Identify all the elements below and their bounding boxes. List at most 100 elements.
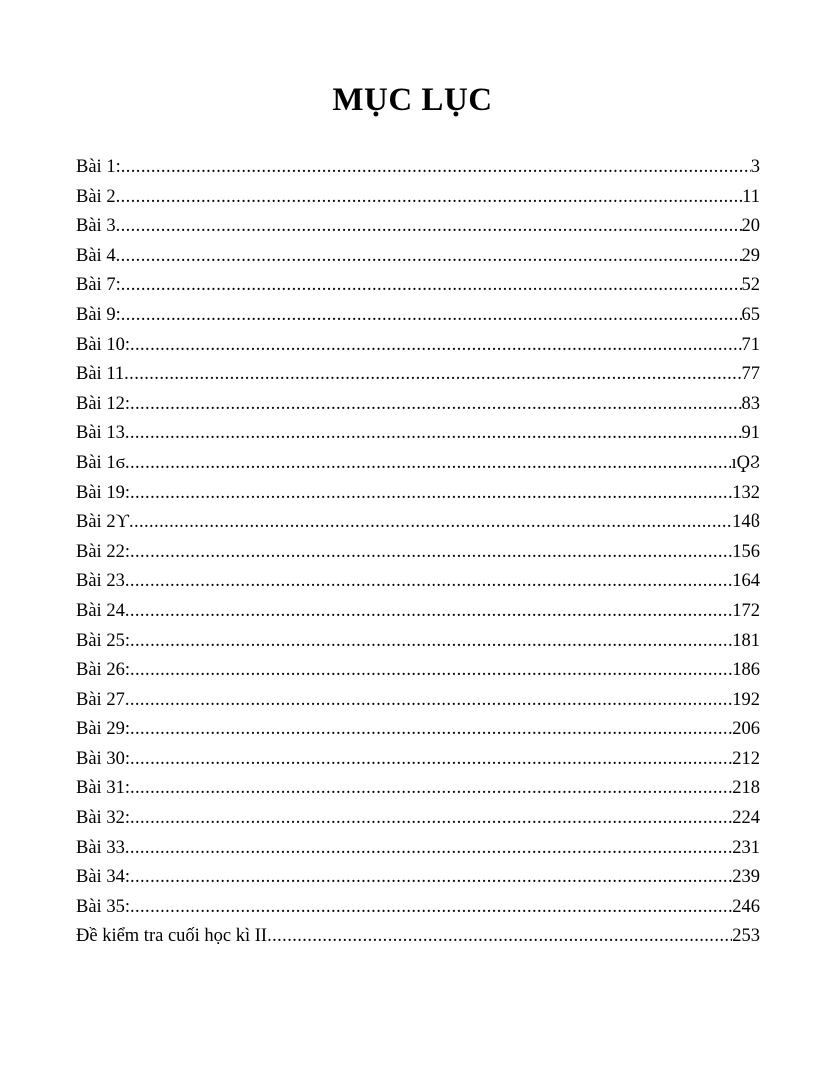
toc-entry-label: Bài 7:: [76, 275, 121, 296]
toc-entry[interactable]: Bài 22: 156: [76, 538, 760, 568]
toc-entry[interactable]: Đề kiểm tra cuối học kì II 253: [76, 922, 760, 952]
toc-entry-label: Bài 10:: [76, 334, 130, 355]
toc-entry-page: 83: [741, 393, 761, 414]
dot-leader: [125, 686, 732, 716]
dot-leader: [130, 893, 732, 923]
toc-entry-label: Bài 30:: [76, 748, 130, 769]
toc-entry-page: 186: [732, 660, 760, 681]
toc-entry-page: 231: [732, 837, 760, 858]
toc-entry-label: Bài 32:: [76, 808, 130, 829]
toc-entry[interactable]: Bài 27 192: [76, 686, 760, 716]
toc-entry[interactable]: Bài 2 11: [76, 183, 760, 213]
toc-entry-label: Bài 27: [76, 689, 125, 710]
toc-entry-label: Bài 4: [76, 245, 116, 266]
dot-leader: [116, 242, 742, 272]
toc-entry[interactable]: Bài 13 91: [76, 419, 760, 449]
toc-entry-page: ıϘϨ: [731, 452, 760, 473]
toc-entry-page: 11: [742, 186, 760, 207]
toc-entry[interactable]: Bài 30: 212: [76, 745, 760, 775]
toc-entry-page: 253: [732, 926, 760, 947]
toc-entry-page: 65: [741, 304, 761, 325]
toc-entry[interactable]: Bài 33 231: [76, 834, 760, 864]
toc-entry[interactable]: Bài 10: 71: [76, 331, 760, 361]
toc-entry-label: Bài 12:: [76, 393, 130, 414]
toc-entry-label: Bài 13: [76, 423, 125, 444]
dot-leader: [125, 834, 732, 864]
toc-entry[interactable]: Bài 7: 52: [76, 271, 760, 301]
toc-entry-label: Bài 23: [76, 571, 125, 592]
toc-entry-label: Bài 35:: [76, 896, 130, 917]
toc-entry-label: Bài 33: [76, 837, 125, 858]
toc-entry[interactable]: Bài 29: 206: [76, 715, 760, 745]
dot-leader: [121, 301, 742, 331]
dot-leader: [125, 449, 731, 479]
toc-entry[interactable]: Bài 11 77: [76, 360, 760, 390]
toc-entry[interactable]: Bài 9: 65: [76, 301, 760, 331]
toc-entry-label: Bài 1ϭ: [76, 452, 125, 473]
toc-entry-page: 212: [732, 748, 760, 769]
toc-entry-label: Bài 29:: [76, 719, 130, 740]
toc-entry-page: 181: [732, 630, 760, 651]
dot-leader: [130, 745, 732, 775]
dot-leader: [116, 212, 742, 242]
toc-entry[interactable]: Bài 25: 181: [76, 627, 760, 657]
dot-leader: [130, 538, 732, 568]
toc-entry-label: Bài 34:: [76, 867, 130, 888]
toc-entry-label: Bài 22:: [76, 541, 130, 562]
dot-leader: [130, 863, 732, 893]
toc-entry-page: 239: [732, 867, 760, 888]
toc-entry[interactable]: Bài 23 164: [76, 567, 760, 597]
toc-entry-page: 172: [732, 600, 760, 621]
page-title: MỤC LỤC: [332, 82, 493, 118]
dot-leader: [130, 390, 742, 420]
dot-leader: [130, 774, 732, 804]
toc-entry[interactable]: Bài 24 172: [76, 597, 760, 627]
dot-leader: [124, 360, 741, 390]
toc-entry-page: 192: [732, 689, 760, 710]
dot-leader: [130, 715, 732, 745]
toc-entry-page: 77: [741, 364, 761, 385]
toc-entry[interactable]: Bài 1: 3: [76, 153, 760, 183]
toc-entry[interactable]: Bài 2ϒ 14ϐ: [76, 508, 760, 538]
toc-entry-label: Bài 26:: [76, 660, 130, 681]
toc-entry-page: 206: [732, 719, 760, 740]
toc-entry[interactable]: Bài 19: 132: [76, 479, 760, 509]
toc-entry-label: Bài 25:: [76, 630, 130, 651]
dot-leader: [121, 153, 751, 183]
toc-entry-label: Bài 1:: [76, 157, 121, 177]
toc-entry-label: Bài 2ϒ: [76, 512, 129, 533]
toc-entry[interactable]: Bài 4 29: [76, 242, 760, 272]
toc-entry-page: 71: [741, 334, 761, 355]
dot-leader: [267, 922, 732, 952]
toc-entry[interactable]: Bài 31: 218: [76, 774, 760, 804]
dot-leader: [125, 597, 732, 627]
toc-entry[interactable]: Bài 3 20: [76, 212, 760, 242]
toc-entry-page: 246: [732, 896, 760, 917]
toc-entry-page: 91: [741, 423, 761, 444]
dot-leader: [130, 656, 732, 686]
toc-entry-label: Bài 31:: [76, 778, 130, 799]
toc-entry-page: 224: [732, 808, 760, 829]
toc-entry-page: 14ϐ: [732, 512, 760, 533]
dot-leader: [125, 567, 732, 597]
dot-leader: [121, 271, 742, 301]
toc-entry[interactable]: Bài 34: 239: [76, 863, 760, 893]
toc-entry-label: Bài 2: [76, 186, 116, 207]
toc-entry-label: Bài 11: [76, 364, 125, 385]
toc-entry-page: 20: [741, 216, 761, 237]
toc-entry[interactable]: Bài 35: 246: [76, 893, 760, 923]
toc-entry-label: Bài 19:: [76, 482, 130, 503]
toc-entry-page: 29: [741, 245, 761, 266]
toc-entry-label: Bài 24: [76, 600, 125, 621]
toc-entry[interactable]: Bài 1ϭ ıϘϨ: [76, 449, 760, 479]
toc-entry[interactable]: Bài 12: 83: [76, 390, 760, 420]
toc-entry-page: 164: [732, 571, 760, 592]
toc-entry-page: 218: [732, 778, 760, 799]
toc-entry[interactable]: Bài 26: 186: [76, 656, 760, 686]
toc-entry-page: 52: [741, 275, 761, 296]
dot-leader: [129, 508, 732, 538]
toc-entry-label: Bài 3: [76, 216, 116, 237]
toc-entry-label: Đề kiểm tra cuối học kì II: [76, 926, 268, 947]
toc-entry[interactable]: Bài 32: 224: [76, 804, 760, 834]
